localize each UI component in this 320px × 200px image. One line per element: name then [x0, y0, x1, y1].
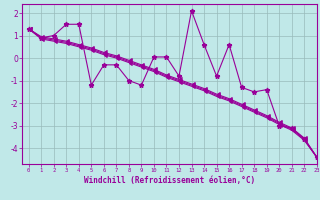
X-axis label: Windchill (Refroidissement éolien,°C): Windchill (Refroidissement éolien,°C): [84, 176, 255, 185]
